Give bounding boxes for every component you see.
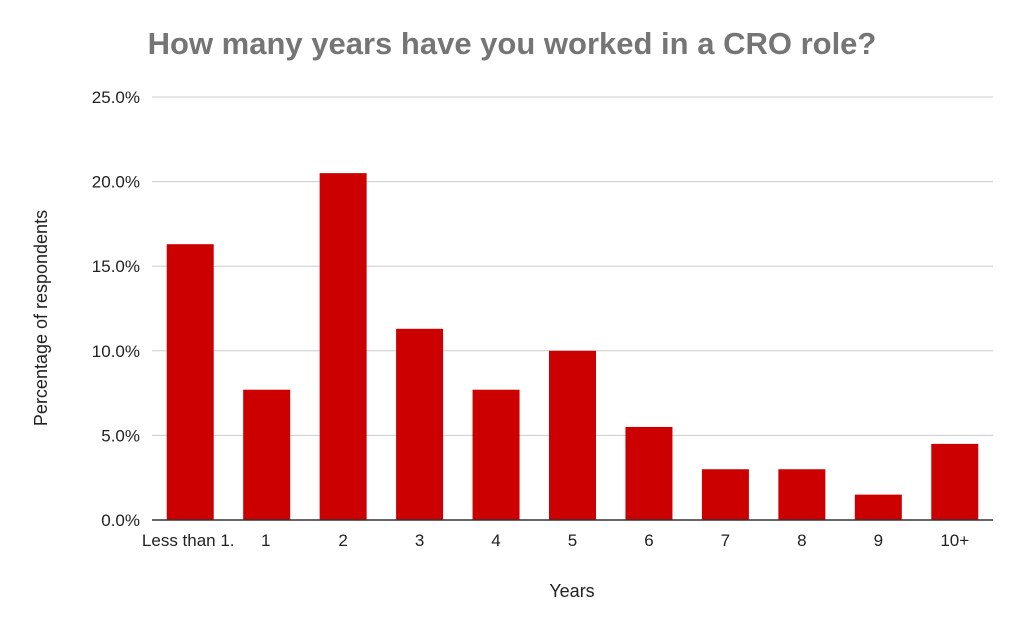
- bar: [319, 173, 367, 520]
- x-tick-label: 10+: [940, 531, 969, 550]
- x-tick-label: 9: [874, 531, 883, 550]
- x-tick-label: 6: [644, 531, 653, 550]
- x-tick-label: 3: [415, 531, 424, 550]
- y-tick-label: 25.0%: [92, 88, 140, 107]
- bar: [396, 328, 444, 520]
- bar: [854, 494, 902, 520]
- y-axis-title: Percentage of respondents: [31, 210, 51, 426]
- x-tick-label: 7: [721, 531, 730, 550]
- x-tick-label: 4: [491, 531, 500, 550]
- bar: [472, 389, 520, 520]
- y-tick-label: 20.0%: [92, 173, 140, 192]
- bar: [243, 389, 291, 520]
- bar: [931, 443, 979, 520]
- bar: [625, 426, 673, 520]
- y-tick-label: 0.0%: [101, 511, 140, 530]
- y-tick-label: 10.0%: [92, 342, 140, 361]
- bar: [701, 469, 749, 520]
- y-tick-label: 15.0%: [92, 257, 140, 276]
- chart-title: How many years have you worked in a CRO …: [147, 26, 877, 61]
- y-tick-label: 5.0%: [101, 426, 140, 445]
- x-tick-label: 1: [261, 531, 270, 550]
- x-tick-label: 2: [338, 531, 347, 550]
- x-axis-title: Years: [549, 581, 594, 601]
- bar: [166, 244, 214, 521]
- bar: [549, 350, 596, 520]
- bars: [166, 173, 979, 521]
- y-tick-labels: 0.0% 5.0% 10.0% 15.0% 20.0% 25.0%: [92, 88, 140, 530]
- bar: [778, 469, 826, 520]
- x-tick-label: Less than 1.: [142, 531, 235, 550]
- x-tick-label: 8: [797, 531, 806, 550]
- x-tick-labels: Less than 1. 1 2 3 4 5 6 7 8 9 10+: [142, 531, 969, 550]
- x-tick-label: 5: [568, 531, 577, 550]
